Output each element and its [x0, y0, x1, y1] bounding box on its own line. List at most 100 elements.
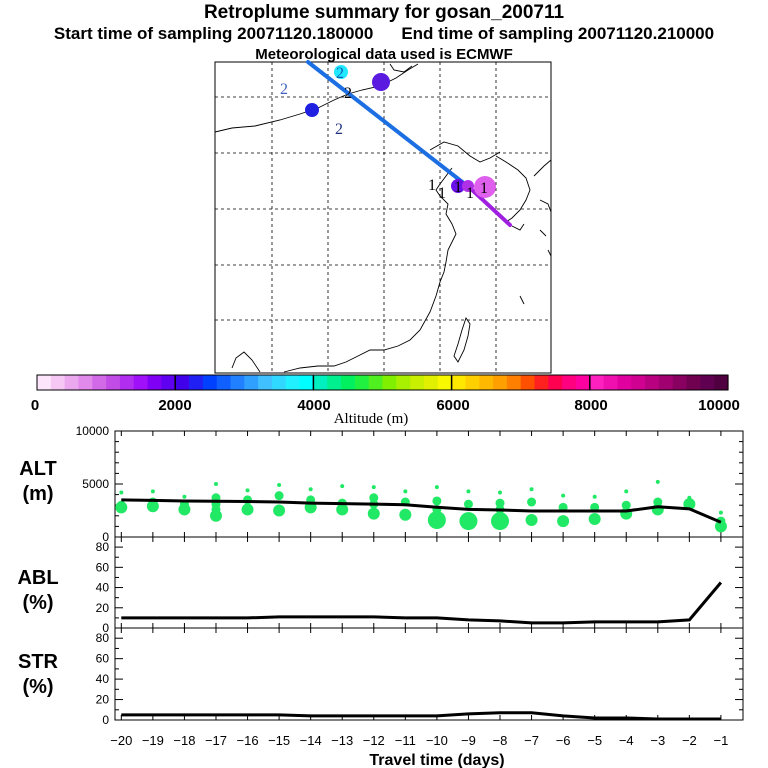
y-tick-label: 60: [96, 560, 110, 574]
alt-panel: ALT (m) 0 5000 10000: [19, 424, 744, 544]
str-axis-label: STR: [18, 651, 59, 673]
colorbar-cell: [575, 375, 591, 390]
abl-panel: ABL (%) 0 20 40 60 80: [17, 536, 744, 635]
y-tick-label: 80: [96, 540, 110, 554]
altitude-marker: [557, 515, 570, 528]
altitude-marker: [150, 489, 155, 494]
colorbar-cell: [285, 375, 301, 390]
altitude-marker: [119, 490, 124, 495]
colorbar-cell: [437, 375, 453, 390]
colorbar-cell: [479, 375, 494, 390]
altitude-marker: [371, 485, 376, 490]
colorbar-cell: [686, 375, 701, 390]
colorbar-cell: [645, 375, 660, 390]
abl-axis-unit: (%): [22, 592, 53, 614]
cluster-marker: [334, 65, 348, 79]
colorbar-cell: [133, 375, 149, 390]
colorbar-cell: [175, 375, 190, 390]
colorbar-tick-label: 0: [31, 397, 39, 414]
colorbar-cell: [520, 375, 536, 390]
colorbar-cell: [493, 375, 508, 390]
altitude-marker: [655, 479, 660, 484]
altitude-marker: [403, 489, 408, 494]
altitude-marker: [529, 487, 534, 492]
str-axis-unit: (%): [22, 676, 53, 698]
cluster-label: 2: [336, 65, 344, 82]
map-frame: [214, 61, 552, 374]
altitude-marker: [369, 493, 379, 503]
alt-y-ticks: 0 5000 10000: [76, 424, 743, 544]
x-tick-label: −15: [268, 733, 290, 748]
cluster-label: 2: [344, 85, 352, 102]
colorbar-cell: [548, 375, 563, 390]
x-tick-label: −19: [142, 733, 164, 748]
colorbar-cell: [396, 375, 411, 390]
map-panel: 2 2 2 2 1 1 1 1 1: [214, 60, 552, 374]
map-gridlines: [215, 62, 551, 373]
x-tick-label: −20: [110, 733, 132, 748]
colorbar-cell: [92, 375, 107, 390]
altitude-marker: [463, 499, 473, 509]
colorbar-cell: [368, 375, 384, 390]
met-data-label: Meteorological data used is ECMWF: [255, 46, 513, 63]
cluster-label: 1: [428, 177, 436, 194]
altitude-marker: [588, 512, 601, 525]
colorbar-cell: [271, 375, 287, 390]
colorbar-cell: [534, 375, 549, 390]
cluster-label: 1: [438, 185, 446, 202]
colorbar-cell: [658, 375, 674, 390]
altitude-marker: [274, 491, 284, 501]
colorbar-label: Altitude (m): [334, 411, 409, 427]
colorbar-cell: [465, 375, 480, 390]
x-tick-label: −2: [682, 733, 697, 748]
colorbar-frame: [36, 374, 729, 391]
colorbar-cell: [119, 375, 135, 390]
cluster-marker: [451, 179, 465, 193]
altitude-marker: [273, 504, 286, 517]
altitude-marker: [277, 483, 282, 488]
colorbar-cell: [202, 375, 218, 390]
cluster-labels: 2 2 2 2 1 1 1 1 1: [280, 65, 488, 202]
str-y-ticks: 0 20 40 60 80: [96, 627, 743, 727]
cluster-label: 1: [466, 185, 474, 202]
colorbar-cells: [37, 375, 729, 390]
colorbar-cell: [341, 375, 356, 390]
y-tick-label: 0: [102, 621, 109, 635]
colorbar-cell: [327, 375, 342, 390]
x-tick-label: −3: [650, 733, 665, 748]
altitude-marker: [336, 503, 349, 516]
colorbar-cell: [64, 375, 80, 390]
y-tick-label: 20: [96, 601, 110, 615]
altitude-marker: [651, 503, 664, 516]
x-tick-label: −1: [713, 733, 728, 748]
colorbar-cell: [451, 375, 467, 390]
altitude-marker: [182, 494, 187, 499]
altitude-marker: [209, 509, 222, 522]
colorbar-ticks: [174, 375, 591, 390]
abl-series-line: [121, 581, 723, 625]
colorbar-cell: [50, 375, 66, 390]
colorbar-cell: [603, 375, 619, 390]
y-tick-label: 40: [96, 672, 110, 686]
chart-title: Retroplume summary for gosan_200711: [203, 2, 565, 23]
colorbar-cell: [299, 375, 314, 390]
trajectory-cluster-2: [306, 60, 472, 190]
colorbar-cell: [354, 375, 370, 390]
altitude-marker: [525, 514, 538, 527]
altitude-marker: [466, 489, 471, 494]
altitude-marker: [498, 490, 503, 495]
altitude-marker: [592, 494, 597, 499]
colorbar-tick-label: 10000: [698, 397, 740, 414]
y-tick-label: 60: [96, 652, 110, 666]
abl-frame: [114, 536, 744, 629]
altitude-marker: [561, 493, 566, 498]
altitude-marker: [245, 488, 250, 493]
x-tick-label: −13: [331, 733, 353, 748]
x-tick-label: −9: [461, 733, 476, 748]
altitude-marker: [427, 511, 446, 530]
colorbar-cell: [78, 375, 93, 390]
colorbar-cell: [230, 375, 245, 390]
y-tick-label: 0: [102, 713, 109, 727]
altitude-marker: [115, 501, 128, 514]
